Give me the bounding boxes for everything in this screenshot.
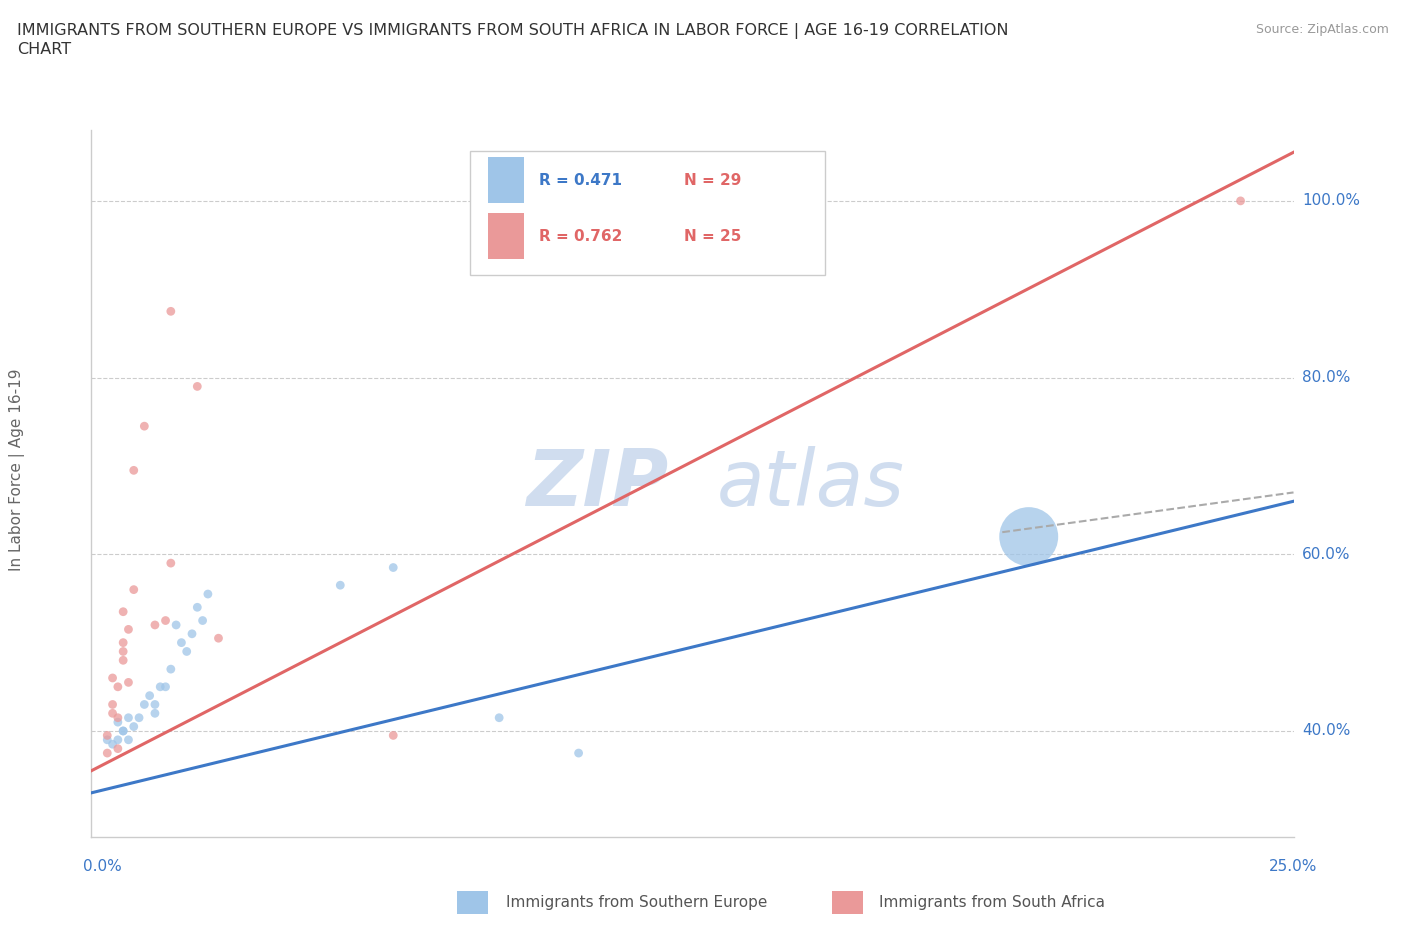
Point: [143, 698, 166, 712]
Point: [117, 675, 139, 690]
Point: [143, 706, 166, 721]
Point: [112, 604, 135, 619]
Point: [165, 618, 187, 632]
Text: 40.0%: 40.0%: [1302, 724, 1350, 738]
Point: [101, 698, 124, 712]
Point: [101, 737, 124, 751]
Point: [101, 706, 124, 721]
Point: [112, 644, 135, 659]
Point: [112, 724, 135, 738]
Point: [122, 582, 145, 597]
Point: [382, 560, 405, 575]
Point: [159, 556, 181, 571]
Point: [568, 746, 591, 761]
Text: N = 25: N = 25: [685, 229, 741, 244]
Point: [117, 622, 139, 637]
Point: [155, 679, 177, 694]
Text: atlas: atlas: [717, 445, 904, 522]
Point: [112, 724, 135, 738]
Point: [134, 418, 156, 433]
Point: [134, 698, 156, 712]
Text: R = 0.762: R = 0.762: [538, 229, 621, 244]
Point: [181, 627, 204, 642]
Point: [191, 613, 214, 628]
Text: Immigrants from Southern Europe: Immigrants from Southern Europe: [506, 895, 768, 910]
FancyBboxPatch shape: [488, 213, 524, 259]
Point: [107, 711, 129, 725]
Point: [1229, 193, 1251, 208]
Text: In Labor Force | Age 16-19: In Labor Force | Age 16-19: [8, 368, 25, 571]
Text: 60.0%: 60.0%: [1302, 547, 1350, 562]
Point: [488, 711, 510, 725]
Text: Immigrants from South Africa: Immigrants from South Africa: [879, 895, 1105, 910]
Point: [197, 587, 219, 602]
Text: ZIP: ZIP: [526, 445, 668, 522]
Point: [159, 662, 181, 677]
Text: 100.0%: 100.0%: [1302, 193, 1360, 208]
Text: 25.0%: 25.0%: [1270, 859, 1317, 874]
Point: [122, 719, 145, 734]
Point: [107, 741, 129, 756]
Point: [117, 711, 139, 725]
Point: [101, 671, 124, 685]
Point: [170, 635, 193, 650]
Text: 0.0%: 0.0%: [83, 859, 121, 874]
Point: [96, 728, 118, 743]
Point: [149, 679, 172, 694]
Point: [138, 688, 160, 703]
Point: [107, 679, 129, 694]
Point: [329, 578, 352, 592]
Point: [186, 600, 208, 615]
Point: [122, 463, 145, 478]
Point: [186, 379, 208, 394]
Point: [107, 733, 129, 748]
Point: [112, 653, 135, 668]
Point: [176, 644, 198, 659]
Point: [107, 715, 129, 730]
Text: IMMIGRANTS FROM SOUTHERN EUROPE VS IMMIGRANTS FROM SOUTH AFRICA IN LABOR FORCE |: IMMIGRANTS FROM SOUTHERN EUROPE VS IMMIG…: [17, 23, 1008, 39]
FancyBboxPatch shape: [488, 157, 524, 204]
Text: N = 29: N = 29: [685, 173, 741, 188]
Point: [155, 613, 177, 628]
FancyBboxPatch shape: [470, 152, 825, 275]
Text: R = 0.471: R = 0.471: [538, 173, 621, 188]
Point: [96, 746, 118, 761]
Point: [96, 733, 118, 748]
Point: [207, 631, 229, 645]
Text: Source: ZipAtlas.com: Source: ZipAtlas.com: [1256, 23, 1389, 36]
Point: [112, 635, 135, 650]
Point: [117, 733, 139, 748]
Point: [128, 711, 150, 725]
Text: 80.0%: 80.0%: [1302, 370, 1350, 385]
Point: [1018, 529, 1040, 544]
Point: [143, 618, 166, 632]
Point: [382, 728, 405, 743]
Point: [159, 304, 181, 319]
Text: CHART: CHART: [17, 42, 70, 57]
